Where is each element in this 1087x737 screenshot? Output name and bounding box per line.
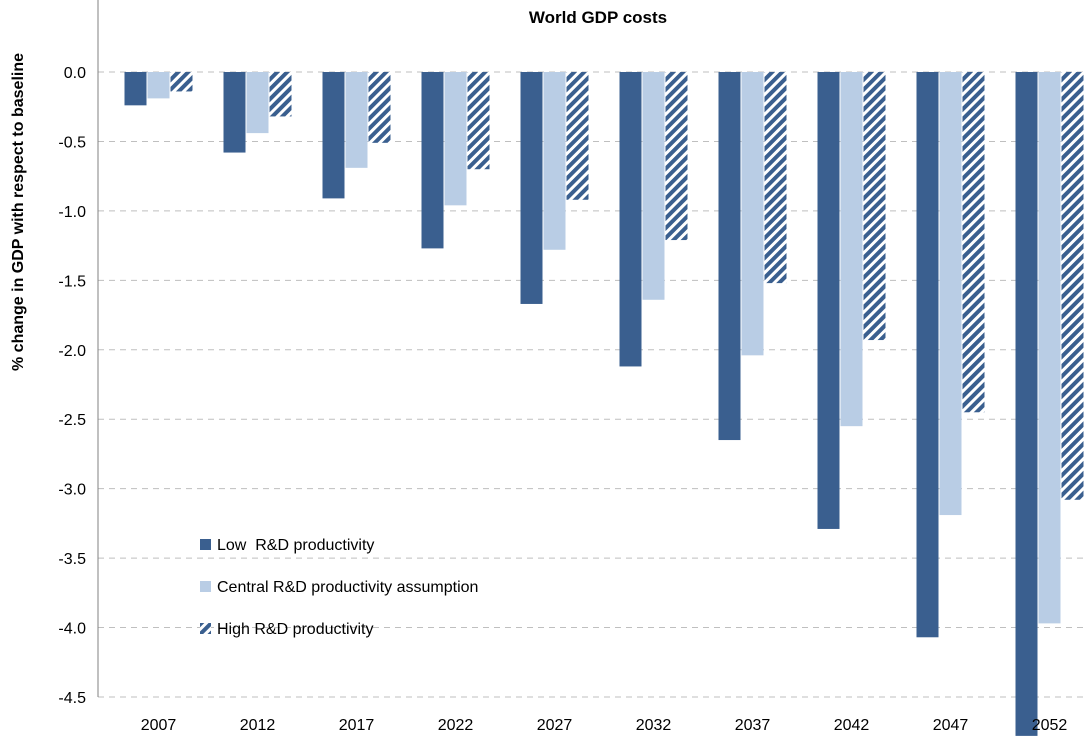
y-tick-label: -2.5 [58, 412, 86, 429]
bar-2022-series-1 [421, 72, 444, 249]
bar-2042-series-1 [817, 72, 840, 529]
bar-2042-series-2 [840, 72, 863, 427]
y-tick-label: -3.0 [58, 482, 86, 499]
legend-label-2: Central R&D productivity assumption [217, 579, 478, 596]
bar-2052-series-3 [1061, 72, 1084, 500]
x-axis-ticks: 2007 2012 2017 2022 2027 2032 2037 2042 2047 2052 [141, 717, 1068, 734]
bar-2017-series-1 [322, 72, 345, 199]
y-axis-ticks: 0.0 -0.5 -1.0 -1.5 -2.0 -2.5 -3.0 -3.5 -4.0 -4.5 [58, 65, 86, 707]
bar-2052-series-1 [1015, 72, 1038, 736]
x-tick-label: 2027 [537, 717, 573, 734]
bar-2017-series-2 [345, 72, 368, 168]
legend-swatch-3 [200, 623, 211, 634]
bar-2032-series-2 [642, 72, 665, 300]
x-tick-label: 2022 [438, 717, 474, 734]
x-tick-label: 2052 [1032, 717, 1068, 734]
bar-2022-series-3 [467, 72, 490, 170]
bar-2032-series-1 [619, 72, 642, 367]
bar-2047-series-2 [939, 72, 962, 516]
bar-2007-series-1 [124, 72, 147, 106]
bar-2037-series-3 [764, 72, 787, 284]
bar-2012-series-1 [223, 72, 246, 153]
x-tick-label: 2042 [834, 717, 870, 734]
bar-2047-series-3 [962, 72, 985, 413]
bar-2042-series-3 [863, 72, 886, 341]
y-tick-label: -1.0 [58, 204, 86, 221]
y-tick-label: -0.5 [58, 134, 86, 151]
chart-title: World GDP costs [529, 8, 667, 27]
legend-label-3: High R&D productivity [217, 621, 374, 638]
x-tick-label: 2012 [240, 717, 276, 734]
bar-2047-series-1 [916, 72, 939, 638]
bar-2052-series-2 [1038, 72, 1061, 624]
y-tick-label: -3.5 [58, 551, 86, 568]
bar-2012-series-3 [269, 72, 292, 117]
bar-2007-series-3 [170, 72, 193, 92]
y-tick-label: -4.5 [58, 690, 86, 707]
bar-2007-series-2 [147, 72, 170, 99]
legend: Low R&D productivity Central R&D producti… [200, 537, 478, 638]
bar-2027-series-1 [520, 72, 543, 304]
legend-swatch-2 [200, 581, 211, 592]
bar-2017-series-3 [368, 72, 391, 143]
x-tick-label: 2037 [735, 717, 771, 734]
bar-2027-series-2 [543, 72, 566, 250]
bar-2027-series-3 [566, 72, 589, 200]
y-tick-label: 0.0 [64, 65, 86, 82]
y-axis-label: % change in GDP with respect to baseline [10, 53, 27, 371]
y-tick-label: -1.5 [58, 273, 86, 290]
bar-2037-series-2 [741, 72, 764, 356]
x-tick-label: 2032 [636, 717, 672, 734]
gridlines [98, 71, 1087, 698]
bar-2012-series-2 [246, 72, 269, 134]
legend-swatch-1 [200, 539, 211, 550]
bar-2022-series-2 [444, 72, 467, 206]
x-tick-label: 2017 [339, 717, 375, 734]
bar-2032-series-3 [665, 72, 688, 241]
y-tick-label: -2.0 [58, 343, 86, 360]
bars [124, 72, 1084, 736]
x-tick-label: 2007 [141, 717, 177, 734]
y-tick-label: -4.0 [58, 621, 86, 638]
legend-label-1: Low R&D productivity [217, 537, 374, 554]
bar-2037-series-1 [718, 72, 741, 441]
x-tick-label: 2047 [933, 717, 969, 734]
